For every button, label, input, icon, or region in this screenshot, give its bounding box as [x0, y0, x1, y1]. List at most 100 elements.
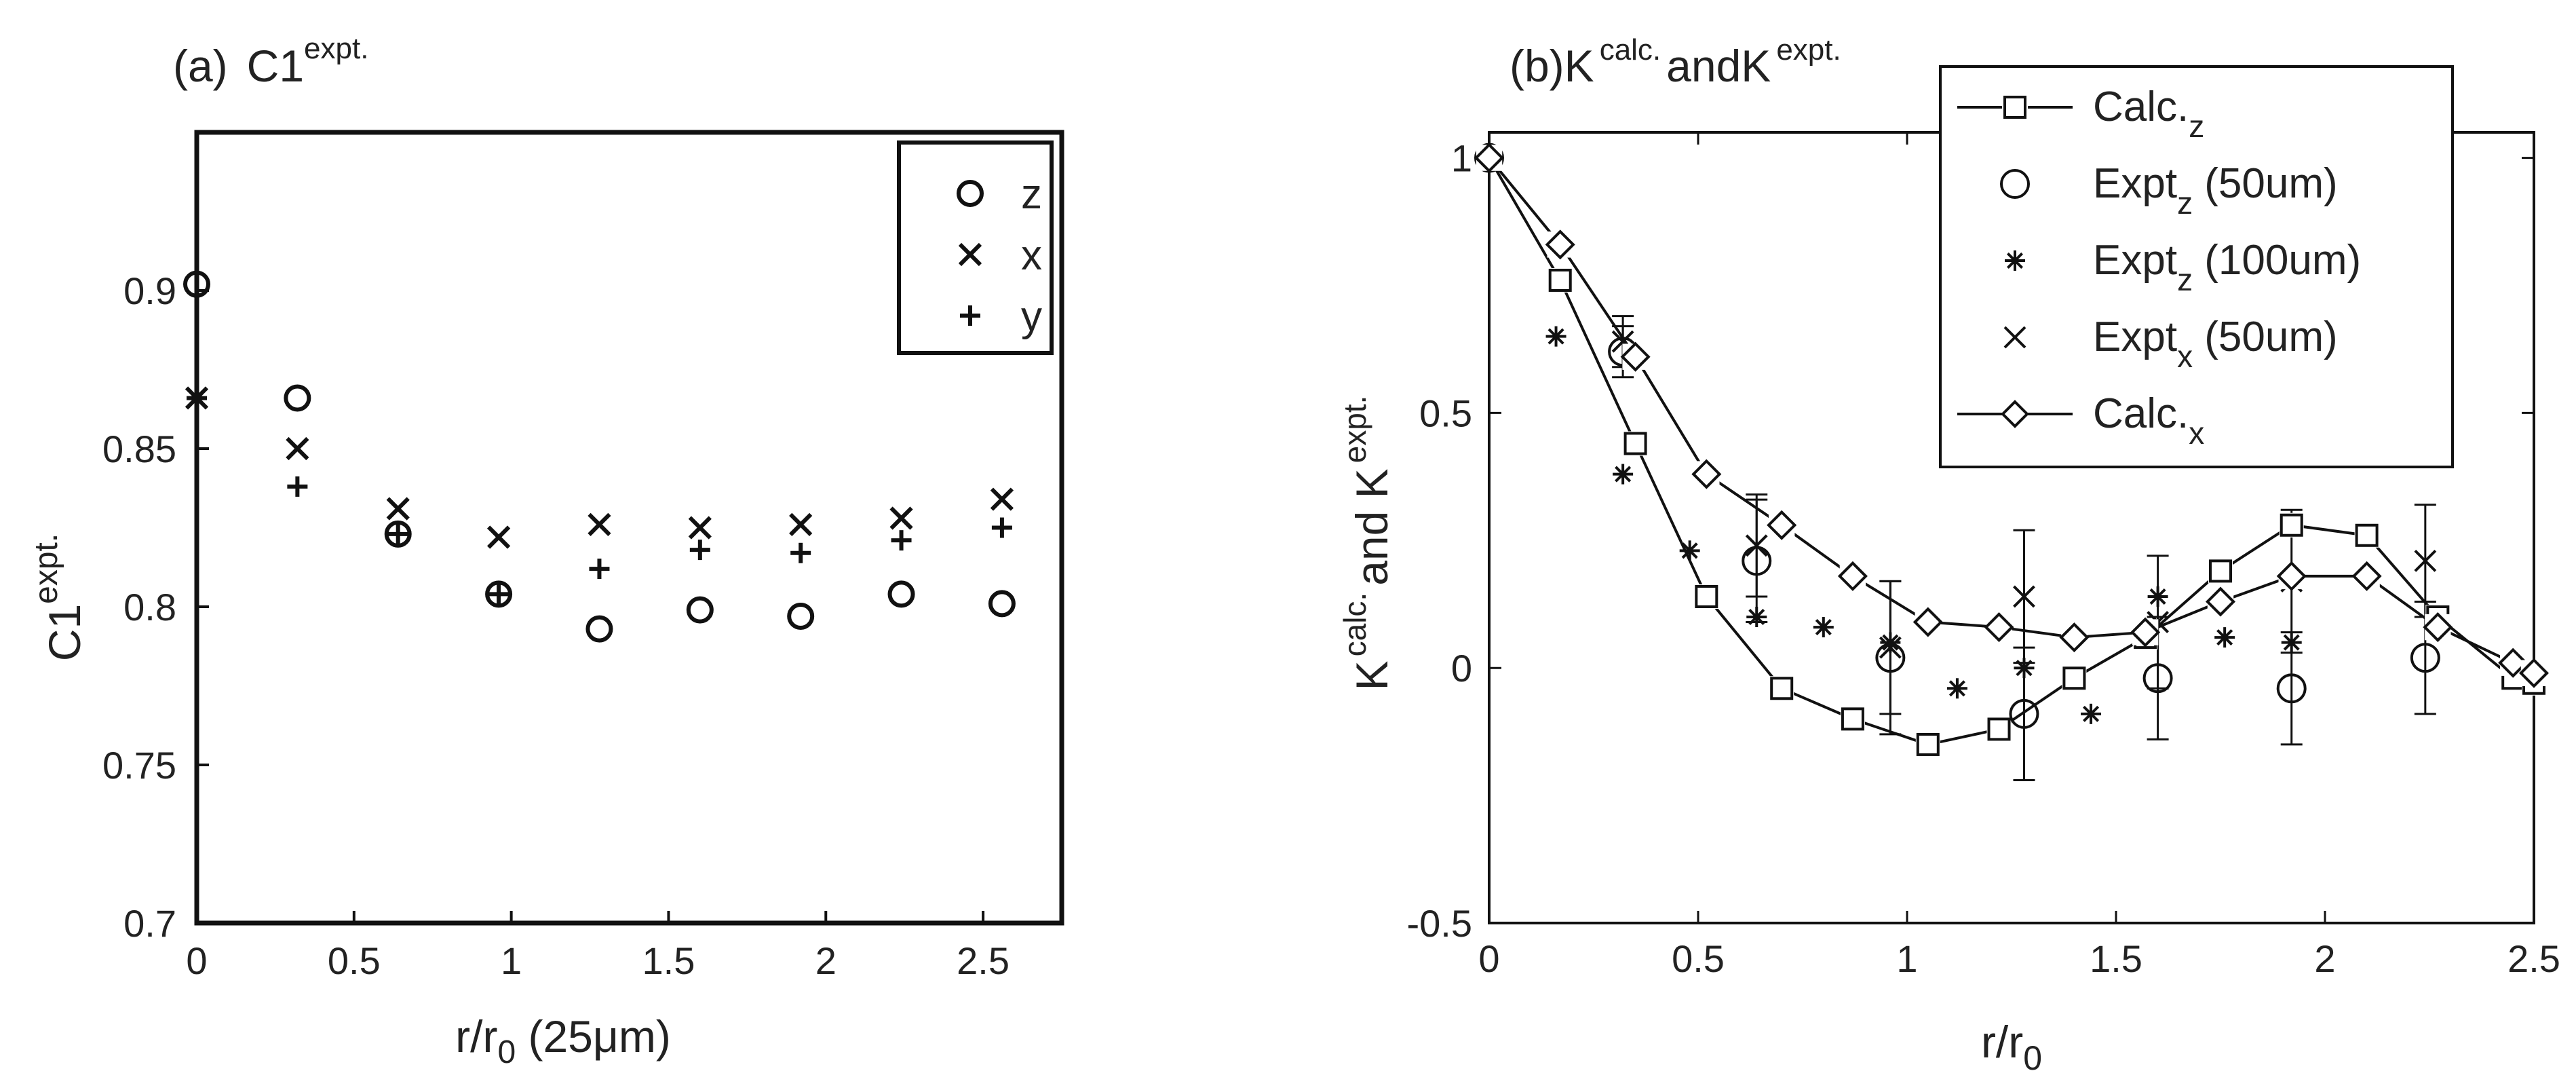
point: [1474, 143, 1505, 173]
point-x: [286, 436, 309, 461]
point: [1946, 678, 1967, 699]
point-x: [688, 516, 712, 540]
x-tick-label: 1.5: [2090, 937, 2142, 980]
point-x: [789, 512, 813, 536]
x-tick-label: 1: [501, 939, 522, 982]
panel-a-y-ticks: 0.7 0.75 0.8 0.85 0.9: [102, 269, 209, 945]
point-y: [991, 517, 1012, 538]
legend-marker: [2005, 250, 2025, 271]
series-z: [183, 270, 1016, 643]
x-tick-label: 0.5: [328, 939, 381, 982]
point-y: [891, 530, 912, 551]
panel-a-x-axis-label: r/r0 (25μm): [455, 1011, 671, 1070]
panel-a-plot-frame: [194, 130, 1064, 926]
panel-b-title: (b)K calc. andK expt.: [1510, 33, 1841, 91]
panel-a-legend: zxy: [897, 140, 1054, 355]
y-tick-label: 0: [1451, 647, 1472, 690]
legend-marker-y: [960, 305, 980, 326]
legend-label: Exptz (100um): [2093, 237, 2361, 297]
panel-b-y-axis-label: Kcalc.and Kexpt.: [1337, 396, 1397, 691]
point: [1880, 632, 1901, 653]
panel-b: (b)K calc. andK expt. -0.5 0 0.5 1 0 0.5 1 1.5 2 2.…: [1337, 33, 2560, 1077]
point: [1695, 584, 1718, 608]
point-x: [990, 487, 1014, 511]
point: [2205, 586, 2236, 617]
y-tick-label: -0.5: [1407, 902, 1473, 945]
point: [2013, 585, 2035, 608]
point-x: [386, 497, 410, 521]
point-y: [287, 476, 308, 497]
point: [1623, 432, 1647, 455]
x-tick-label: 0.5: [1672, 937, 1725, 980]
point-z: [686, 596, 714, 624]
point: [1841, 707, 1864, 731]
point: [1548, 268, 1572, 292]
point-y: [790, 542, 811, 563]
panel-a-x-ticks: 0 0.5 1 1.5 2 2.5: [186, 911, 1010, 982]
point: [1745, 534, 1768, 557]
point: [1879, 636, 1902, 659]
panel-a: (a) C1expt. 0.7 0.75 0.8 0.85 0.9 0 0.5 1 1.5 2 2.…: [28, 32, 1064, 1070]
point-x: [889, 506, 913, 530]
point: [1545, 229, 1575, 260]
point-z: [384, 520, 412, 548]
panel-b-legend: Calc.z Exptz (50um) Exptz (100um) Exptx (50…: [1939, 65, 2454, 468]
x-tick-label: 2.5: [957, 939, 1010, 982]
legend-label-y: y: [1021, 293, 1042, 340]
point: [2498, 647, 2529, 678]
point: [2423, 612, 2453, 643]
point: [1916, 732, 1940, 756]
point-z: [988, 590, 1016, 618]
series-2: [1479, 147, 2302, 724]
y-tick-label: 0.8: [123, 586, 176, 628]
point: [2281, 632, 2302, 653]
point: [1545, 326, 1566, 347]
legend-marker: [2003, 96, 2026, 119]
point: [1620, 341, 1651, 372]
legend-label: Calc.z: [2093, 83, 2204, 144]
legend-marker: [2001, 400, 2029, 428]
panel-b-y-ticks: -0.5 0 0.5 1: [1407, 137, 2534, 945]
point-y: [689, 540, 710, 561]
point: [1837, 561, 1868, 591]
panel-b-series-lines: [1488, 157, 2535, 747]
y-tick-label: 0.5: [1419, 392, 1472, 434]
point: [2355, 523, 2379, 547]
x-tick-label: 2: [2314, 937, 2335, 980]
legend-label: Exptz (50um): [2093, 160, 2338, 221]
series-4: [1474, 143, 2550, 688]
x-tick-label: 0: [1478, 937, 1499, 980]
point-z: [887, 580, 915, 608]
legend-marker-x: [958, 242, 982, 267]
point: [1984, 612, 2014, 643]
x-tick-label: 2: [815, 939, 837, 982]
point: [2414, 549, 2437, 572]
point-z: [787, 602, 815, 630]
legend-label: Calc.x: [2093, 390, 2204, 451]
series-y: [187, 388, 1012, 605]
point: [1691, 459, 1722, 489]
y-tick-label: 0.7: [123, 902, 176, 945]
point-x: [588, 512, 611, 536]
x-tick-label: 2.5: [2507, 937, 2560, 980]
point: [1679, 540, 1700, 561]
point: [2518, 658, 2550, 688]
x-tick-label: 1.5: [642, 939, 695, 982]
point: [2209, 559, 2232, 583]
legend-label-z: z: [1021, 171, 1042, 218]
point: [2062, 666, 2086, 690]
point: [1813, 617, 1834, 638]
point-z: [585, 615, 613, 643]
point: [1770, 677, 1794, 700]
point: [2014, 658, 2035, 679]
y-tick-label: 1: [1451, 137, 1472, 180]
panel-b-data-marks: [1474, 143, 2550, 757]
y-tick-label: 0.85: [102, 428, 176, 470]
point: [1987, 717, 2011, 741]
point: [2009, 698, 2039, 729]
point-y: [387, 523, 408, 544]
x-tick-label: 0: [186, 939, 207, 982]
point-z: [183, 270, 210, 298]
legend-label: Exptx (50um): [2093, 314, 2338, 374]
